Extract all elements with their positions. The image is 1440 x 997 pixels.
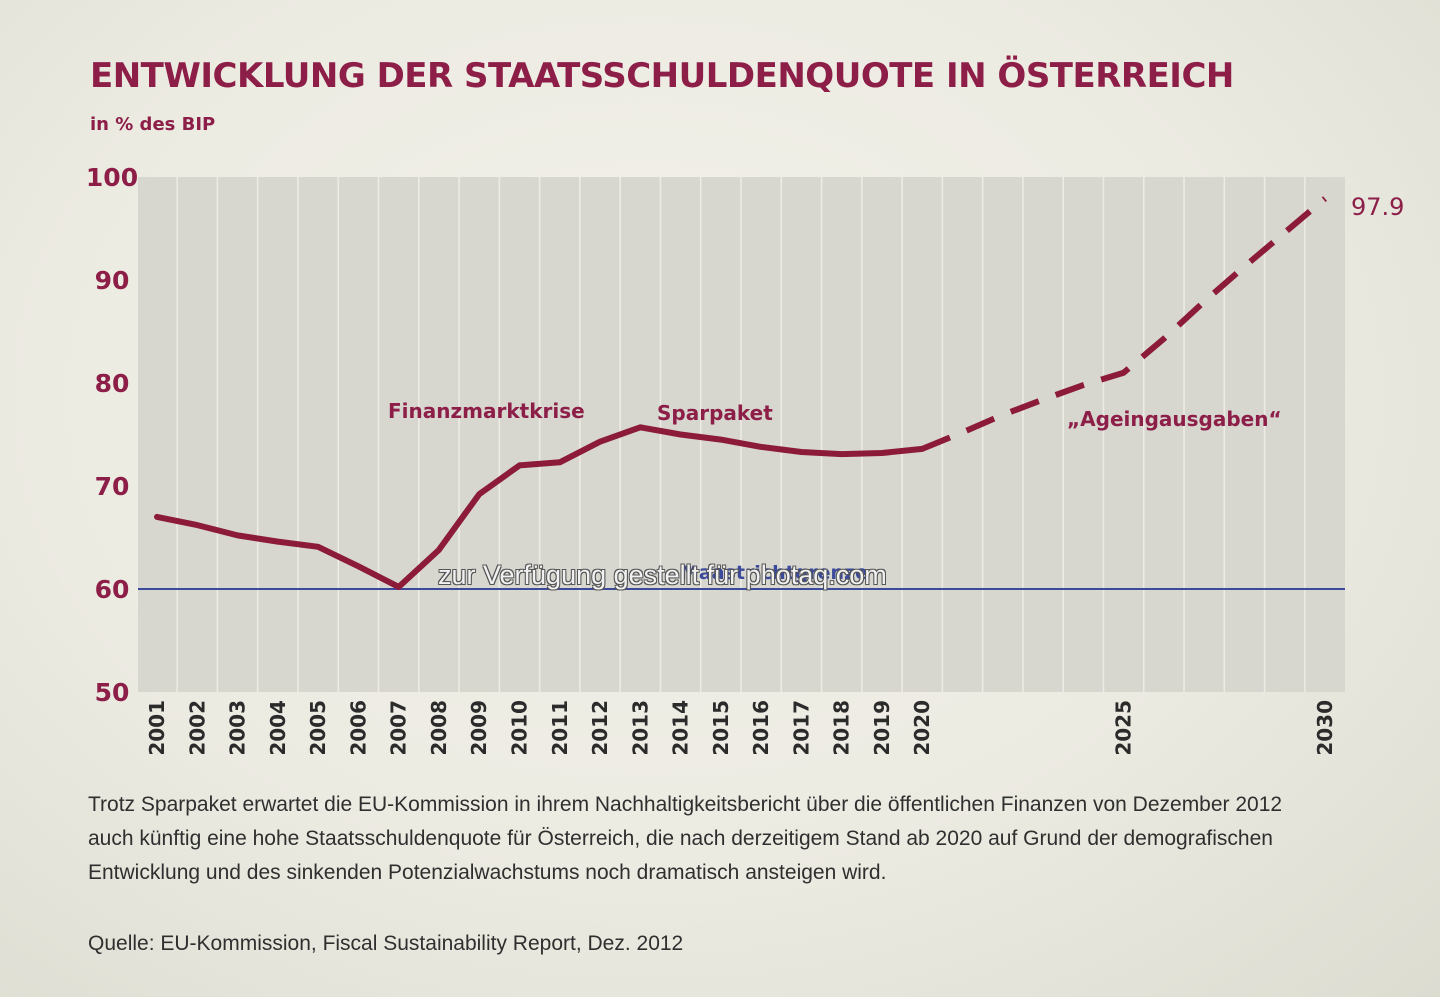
source-text: Quelle: EU-Kommission, Fiscal Sustainabi… bbox=[88, 932, 684, 955]
y-tick-label: 60 bbox=[95, 575, 130, 604]
projection-series-line bbox=[921, 196, 1327, 452]
x-axis-ticks: 2001 2002 2003 2004 2005 2006 2007 2008 2009 2010… bbox=[145, 700, 1337, 756]
x-tick-label: 2017 bbox=[789, 700, 813, 756]
y-tick-label: 80 bbox=[95, 369, 130, 398]
annotation-sparpaket: Sparpaket bbox=[657, 401, 773, 425]
y-tick-label: 90 bbox=[95, 266, 130, 295]
watermark-text: zur Verfügung gestellt für photaq.com bbox=[438, 560, 887, 590]
series-group bbox=[154, 196, 1327, 590]
x-tick-label: 2009 bbox=[467, 700, 491, 756]
y-tick-label: 50 bbox=[95, 678, 130, 707]
x-tick-label: 2014 bbox=[669, 700, 693, 756]
x-tick-label: 2002 bbox=[185, 700, 209, 756]
x-tick-label: 2006 bbox=[346, 700, 370, 756]
x-tick-label: 2011 bbox=[548, 700, 572, 756]
x-tick-label: 2012 bbox=[588, 700, 612, 756]
y-tick-label: 100 bbox=[86, 163, 138, 192]
grid-lines bbox=[176, 177, 1306, 692]
x-tick-label: 2004 bbox=[266, 700, 290, 756]
x-tick-label: 2010 bbox=[507, 700, 531, 756]
y-tick-label: 70 bbox=[95, 472, 130, 501]
x-tick-label: 2003 bbox=[226, 700, 250, 756]
reference-line-label: Maastrichtgrenze bbox=[680, 562, 868, 584]
x-tick-label: 2007 bbox=[387, 700, 411, 756]
x-tick-label: 2005 bbox=[306, 700, 330, 756]
y-axis-ticks: 100 90 80 70 60 50 bbox=[86, 163, 138, 707]
x-tick-label: 2001 bbox=[145, 700, 169, 756]
x-tick-label: 2030 bbox=[1313, 700, 1337, 756]
x-tick-label: 2025 bbox=[1112, 700, 1136, 756]
chart-subtitle: in % des BIP bbox=[90, 114, 216, 135]
x-tick-label: 2019 bbox=[870, 700, 894, 756]
historical-series-line bbox=[154, 424, 926, 590]
x-tick-label: 2016 bbox=[749, 700, 773, 756]
x-tick-label: 2015 bbox=[709, 700, 733, 756]
chart-title: ENTWICKLUNG DER STAATSSCHULDENQUOTE IN Ö… bbox=[90, 56, 1234, 96]
end-value-label: 97.9 bbox=[1351, 193, 1404, 221]
annotation-ageingausgaben: „Ageingausgaben“ bbox=[1067, 407, 1282, 431]
annotation-finanzmarktkrise: Finanzmarktkrise bbox=[388, 399, 585, 423]
footnote-text: Trotz Sparpaket erwartet die EU-Kommissi… bbox=[88, 793, 1283, 884]
x-tick-label: 2020 bbox=[910, 700, 934, 756]
x-tick-label: 2013 bbox=[628, 700, 652, 756]
x-tick-label: 2008 bbox=[427, 700, 451, 756]
x-tick-label: 2018 bbox=[830, 700, 854, 756]
